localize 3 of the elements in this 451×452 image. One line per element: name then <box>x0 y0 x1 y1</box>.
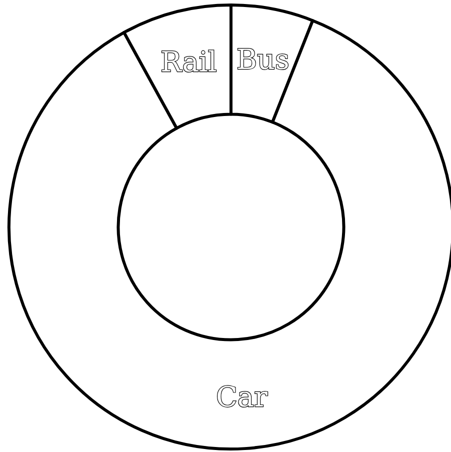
slice-label: Bus <box>236 43 290 76</box>
slice-label: Car <box>216 380 268 414</box>
slice-label: Rail <box>160 45 217 78</box>
